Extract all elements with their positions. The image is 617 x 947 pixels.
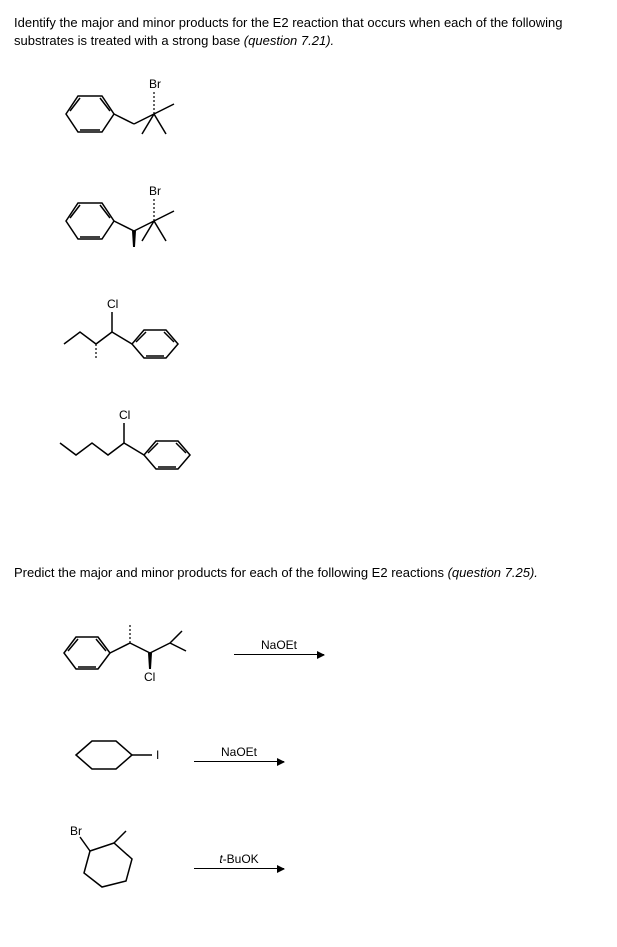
reagent-1: NaOEt — [261, 638, 297, 652]
question-721-text: Identify the major and minor products fo… — [14, 14, 603, 50]
q721-structure-2: Br Br — [56, 181, 603, 264]
q725-reaction-1: Cl NaOEt — [56, 607, 603, 687]
br-label: Br — [149, 77, 161, 91]
q721-structure-4: Cl Cl — [56, 403, 603, 486]
reaction-arrow-3: t-BuOK — [194, 852, 284, 869]
question-721-ref: (question 7.21). — [244, 33, 334, 48]
reagent-3: t-BuOK — [219, 852, 258, 866]
svg-text:Cl: Cl — [107, 297, 118, 311]
svg-text:I: I — [156, 748, 159, 762]
q721-structure-3: Cl Cl — [56, 292, 603, 375]
question-725-text: Predict the major and minor products for… — [14, 564, 603, 582]
q721-structure-1: Br Br — [56, 74, 603, 153]
q725-reaction-2: I NaOEt — [56, 719, 603, 789]
question-725-ref: (question 7.25). — [448, 565, 538, 580]
question-725-intro: Predict the major and minor products for… — [14, 565, 448, 580]
svg-text:Br: Br — [149, 184, 161, 198]
reaction-arrow-2: NaOEt — [194, 745, 284, 762]
svg-text:Br: Br — [70, 824, 82, 838]
svg-text:Cl: Cl — [144, 670, 155, 684]
svg-text:Cl: Cl — [119, 408, 130, 422]
reaction-arrow-1: NaOEt — [234, 638, 324, 655]
q725-reaction-3: Br t-BuOK t-BuOK — [56, 821, 603, 901]
reagent-2: NaOEt — [221, 745, 257, 759]
